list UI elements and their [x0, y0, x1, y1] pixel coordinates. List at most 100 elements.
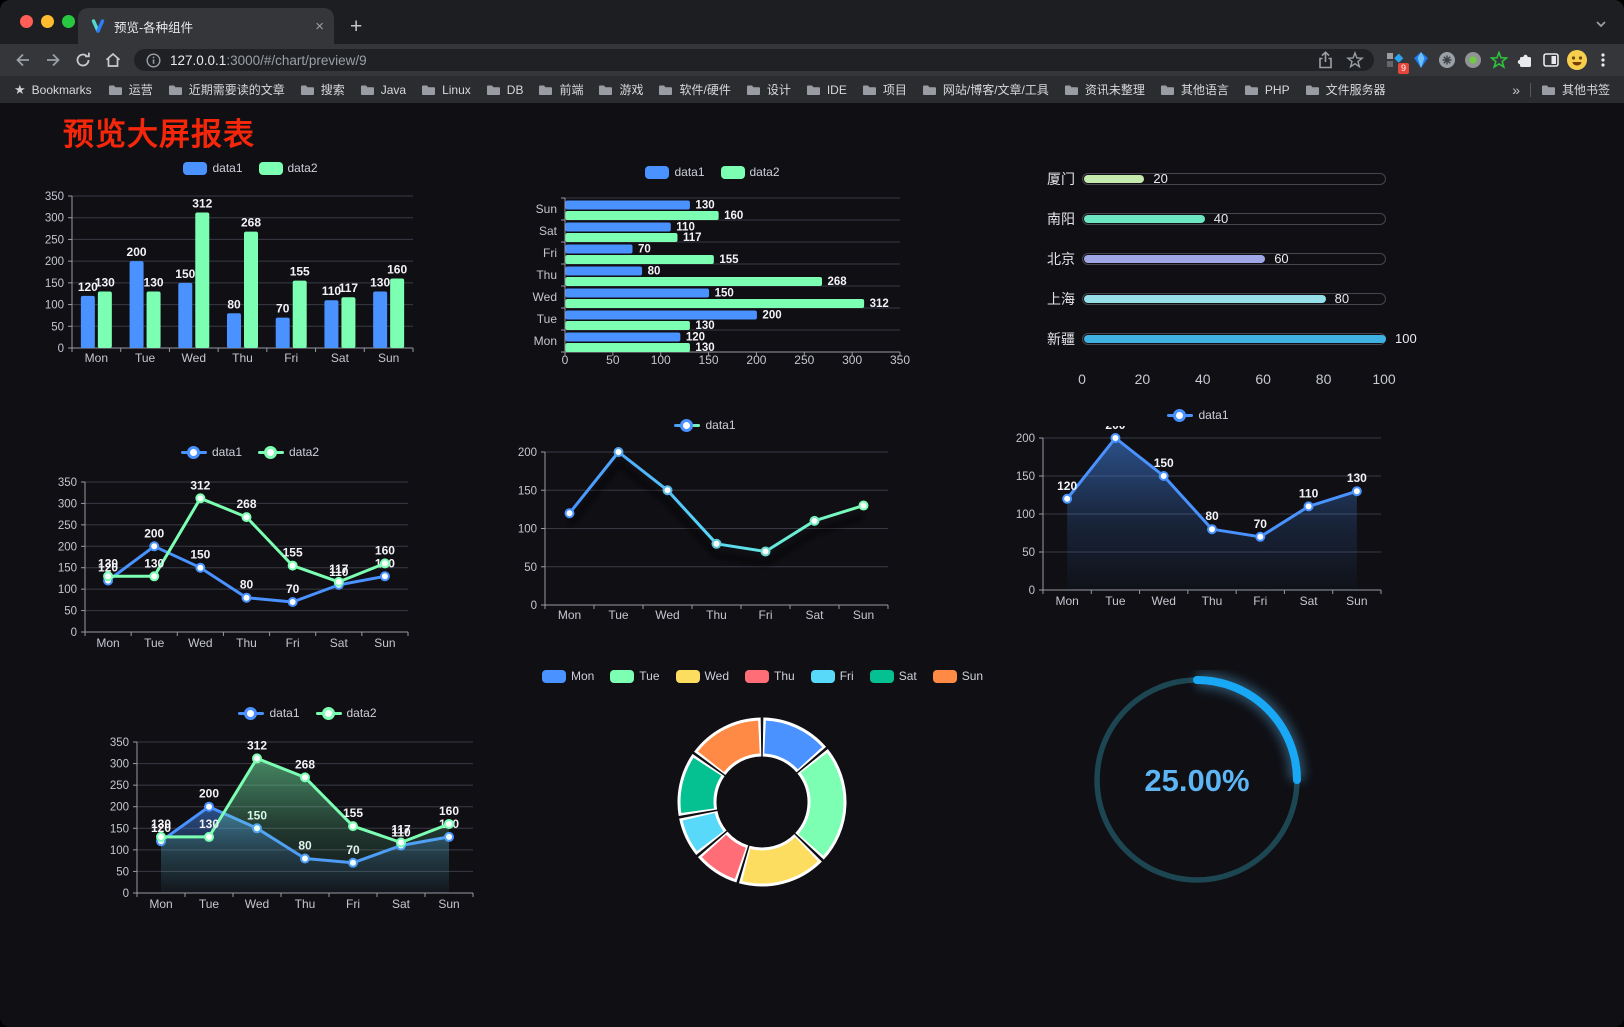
zoom-window-button[interactable] — [62, 15, 75, 28]
home-button[interactable] — [98, 46, 128, 74]
svg-text:50: 50 — [116, 866, 129, 878]
bookmark-folder[interactable]: 近期需要读的文章 — [168, 81, 285, 98]
legend-item[interactable]: data2 — [315, 706, 377, 720]
chart-canvas[interactable]: 0 50 100 150 200 Mon Tue Wed Thu Fri Sat Sun 120 200 1… — [1008, 418, 1388, 618]
bookmark-folder[interactable]: IDE — [806, 83, 847, 97]
bookmark-folder[interactable]: DB — [486, 83, 523, 97]
tab-close-icon[interactable]: × — [315, 17, 324, 35]
legend-item[interactable]: data1 — [180, 445, 242, 459]
minimize-window-button[interactable] — [41, 15, 54, 28]
extension-grid-icon[interactable]: 9 — [1382, 47, 1410, 75]
horizontal-bar-chart[interactable]: data1 data2 0 50 100 150 200 250 300 350 Mon 120 130… — [505, 161, 920, 384]
chart-canvas[interactable]: 0 50 100 150 200 Mon Tue Wed Thu Fri Sat Sun — [505, 436, 905, 632]
svg-text:80: 80 — [240, 578, 254, 592]
line-chart[interactable]: data1 data2 0 50 100 150 200 250 300 350 Mon Tue Wed… — [40, 441, 460, 664]
extension-dot-icon[interactable] — [1460, 47, 1486, 73]
bookmark-folder[interactable]: 文件服务器 — [1305, 81, 1386, 98]
donut-chart[interactable]: Mon Tue Wed Thu Fri Sat Sun — [541, 665, 983, 897]
bookmark-folder[interactable]: 游戏 — [598, 81, 643, 98]
legend-item[interactable]: data2 — [258, 161, 318, 175]
new-tab-button[interactable]: + — [350, 15, 363, 38]
progress-track[interactable]: 80 — [1082, 291, 1386, 306]
bookmark-folder[interactable]: 运营 — [108, 81, 153, 98]
double-area-line-chart[interactable]: data1 data2 0 50 100 150 200 250 300 350 Mon Tue Wed… — [100, 702, 515, 925]
gradient-line-chart[interactable]: data1 0 50 100 150 200 Mon Tue Wed Thu Fri Sat Sun — [505, 414, 905, 637]
svg-text:Wed: Wed — [655, 608, 679, 622]
svg-text:Sun: Sun — [853, 608, 874, 622]
svg-text:Thu: Thu — [1202, 594, 1223, 608]
bookmark-folder[interactable]: Java — [360, 83, 406, 97]
progress-bar-chart[interactable]: 厦门 20 南阳 40 北京 60 上海 80 新疆 100 0 20 40 60 80 100 — [1020, 159, 1417, 389]
progress-label: 厦门 — [1047, 171, 1075, 187]
legend-item[interactable]: data1 — [674, 418, 736, 432]
legend-item[interactable]: Wed — [675, 669, 729, 683]
legend-item[interactable]: data2 — [720, 165, 780, 179]
close-window-button[interactable] — [20, 15, 33, 28]
share-icon[interactable] — [1317, 51, 1334, 69]
bookmark-folder[interactable]: Linux — [421, 83, 471, 97]
svg-text:50: 50 — [64, 606, 77, 618]
bookmark-folder[interactable]: 前端 — [538, 81, 583, 98]
window-controls — [20, 15, 75, 28]
extension-command-icon[interactable] — [1434, 47, 1460, 73]
chart-canvas[interactable]: 25.00% — [1085, 670, 1315, 895]
svg-text:200: 200 — [746, 353, 766, 367]
tab-search-chevron-icon[interactable] — [1592, 15, 1610, 38]
progress-track[interactable]: 20 — [1082, 171, 1386, 186]
chart-canvas[interactable]: 0 50 100 150 200 250 300 350 Mon Tue Wed Thu Fri Sat S… — [100, 724, 515, 920]
svg-text:80: 80 — [1205, 509, 1219, 523]
legend-item[interactable]: Sat — [869, 669, 917, 683]
bookmark-folder[interactable]: 软件/硬件 — [658, 81, 731, 98]
area-line-chart[interactable]: data1 0 50 100 150 200 Mon Tue Wed Thu Fri Sat Sun 12… — [1008, 404, 1388, 623]
bookmark-folder[interactable]: 搜索 — [300, 81, 345, 98]
chart-legend: data1 data2 — [100, 702, 515, 724]
bookmarks-overflow-chevron[interactable]: » — [1512, 81, 1520, 98]
bookmark-folder[interactable]: 网站/博客/文章/工具 — [922, 81, 1049, 98]
legend-item[interactable]: Sun — [932, 669, 983, 683]
url-host: 127.0.0.1 — [170, 52, 227, 68]
legend-item[interactable]: Thu — [745, 669, 795, 683]
gauge-chart[interactable]: 25.00% — [1085, 670, 1315, 900]
profile-avatar[interactable] — [1564, 47, 1590, 73]
legend-item[interactable]: data1 — [645, 165, 705, 179]
site-info-icon[interactable] — [146, 52, 161, 68]
progress-track[interactable]: 60 — [1082, 251, 1386, 266]
back-button[interactable] — [8, 46, 38, 74]
forward-button[interactable] — [38, 46, 68, 74]
svg-text:300: 300 — [58, 498, 77, 510]
chart-canvas[interactable] — [570, 687, 955, 892]
svg-text:130: 130 — [151, 817, 171, 831]
bookmark-folder[interactable]: 资讯未整理 — [1064, 81, 1145, 98]
chart-canvas[interactable]: 0 50 100 150 200 250 300 350 Mon Tue Wed Thu Fri Sat S… — [40, 463, 460, 659]
progress-track[interactable]: 40 — [1082, 211, 1386, 226]
legend-item[interactable]: data1 — [183, 161, 243, 175]
legend-item[interactable]: data1 — [238, 706, 300, 720]
extension-star-icon[interactable] — [1486, 47, 1512, 73]
legend-item[interactable]: Fri — [810, 669, 854, 683]
menu-icon[interactable] — [1590, 47, 1616, 73]
extension-sidebar-icon[interactable] — [1538, 47, 1564, 73]
progress-value: 40 — [1213, 211, 1229, 226]
legend-item[interactable]: data1 — [1167, 408, 1229, 422]
reload-button[interactable] — [68, 46, 98, 74]
browser-tab[interactable]: 预览-各种组件 × — [78, 8, 334, 44]
address-bar[interactable]: 127.0.0.1:3000/#/chart/preview/9 — [134, 49, 1374, 71]
svg-text:200: 200 — [199, 787, 219, 801]
bookmark-folder[interactable]: 设计 — [746, 81, 791, 98]
bar-chart[interactable]: data1 data2 0 50 100 150 200 250 300 350 Mon Tue Wed… — [38, 157, 463, 380]
legend-item[interactable]: Tue — [610, 669, 660, 683]
chart-canvas[interactable]: 0 50 100 150 200 250 300 350 Mon Tue Wed Thu Fri Sat S… — [38, 179, 463, 375]
progress-track[interactable]: 100 — [1082, 331, 1417, 346]
bookmark-star-icon[interactable] — [1346, 51, 1364, 69]
extension-gem-icon[interactable] — [1408, 47, 1434, 73]
bookmarks-menu[interactable]: ★ Bookmarks — [14, 82, 92, 98]
bookmark-folder[interactable]: 其他语言 — [1160, 81, 1229, 98]
other-bookmarks[interactable]: 其他书签 — [1541, 81, 1610, 98]
bookmark-folder[interactable]: 项目 — [862, 81, 907, 98]
extensions-puzzle-icon[interactable] — [1512, 47, 1538, 73]
legend-item[interactable]: Mon — [541, 669, 594, 683]
bookmark-folder[interactable]: PHP — [1244, 83, 1290, 97]
legend-item[interactable]: data2 — [258, 445, 319, 459]
